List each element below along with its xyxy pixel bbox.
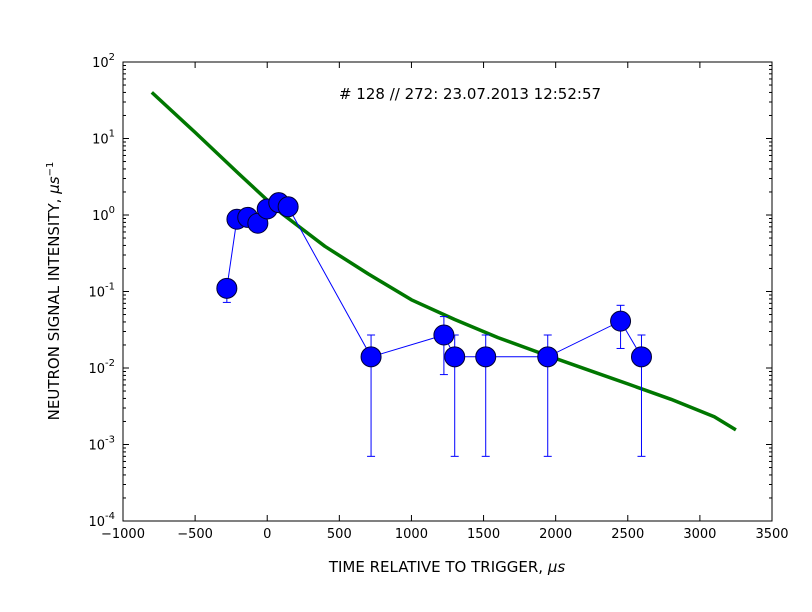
y-tick-label: 102 <box>92 52 115 71</box>
y-tick-label-exponent: 1 <box>109 129 115 140</box>
y-tick-label-exponent: 2 <box>109 52 115 63</box>
data-point <box>537 346 559 368</box>
data-point <box>433 324 455 346</box>
y-axis-title-text: NEUTRON SIGNAL INTENSITY, <box>45 194 63 421</box>
fit-curve <box>150 91 737 432</box>
y-axis-title: NEUTRON SIGNAL INTENSITY, μs−1 <box>45 162 63 421</box>
x-tick-label: 1000 <box>395 527 428 542</box>
x-axis-title-unit: μs <box>547 558 566 576</box>
x-tick-label: −1000 <box>101 527 145 542</box>
y-axis-title-exponent: −1 <box>45 162 56 177</box>
data-point <box>475 346 497 368</box>
x-tick-label: 500 <box>327 527 352 542</box>
y-tick-label-exponent: -1 <box>105 282 115 293</box>
y-tick-label: 100 <box>92 205 115 224</box>
y-tick-label-exponent: -2 <box>105 358 115 369</box>
x-axis-title-text: TIME RELATIVE TO TRIGGER, <box>328 558 548 576</box>
data-layer <box>216 192 652 457</box>
x-tick-label: 2000 <box>539 527 572 542</box>
y-tick-label-base: 10 <box>92 133 109 148</box>
data-point <box>216 277 238 299</box>
y-tick-label: 10-2 <box>88 358 115 377</box>
y-tick-label: 10-4 <box>88 511 115 530</box>
y-tick-label: 10-3 <box>88 435 115 454</box>
y-tick-label-exponent: 0 <box>109 205 115 216</box>
y-tick-label-base: 10 <box>92 56 109 71</box>
x-tick-label: 3000 <box>683 527 716 542</box>
x-tick-label: 2500 <box>611 527 644 542</box>
data-point <box>610 310 632 332</box>
y-tick-label-base: 10 <box>88 515 105 530</box>
x-tick-label: −500 <box>177 527 213 542</box>
data-point <box>360 346 382 368</box>
data-point <box>630 346 652 368</box>
x-axis-title: TIME RELATIVE TO TRIGGER, μs <box>328 558 566 576</box>
data-point <box>444 346 466 368</box>
y-tick-label-base: 10 <box>88 362 105 377</box>
y-axis-title-unit: μs <box>45 176 63 195</box>
y-tick-label-exponent: -4 <box>105 511 115 522</box>
y-tick-label-exponent: -3 <box>105 435 115 446</box>
y-tick-label: 10-1 <box>88 282 115 301</box>
x-tick-label: 3500 <box>755 527 788 542</box>
y-tick-label-base: 10 <box>88 439 105 454</box>
y-tick-label-base: 10 <box>88 286 105 301</box>
y-tick-label-base: 10 <box>92 209 109 224</box>
x-tick-label: 1500 <box>467 527 500 542</box>
ticks-layer: −1000 −500 0 500 1000 1500 2000 2500 3000 350010-… <box>88 52 788 542</box>
fit-layer <box>150 91 737 432</box>
x-tick-label: 0 <box>263 527 271 542</box>
y-tick-label: 101 <box>92 129 115 148</box>
data-point <box>277 196 299 218</box>
chart-annotation: # 128 // 272: 23.07.2013 12:52:57 <box>339 85 601 103</box>
